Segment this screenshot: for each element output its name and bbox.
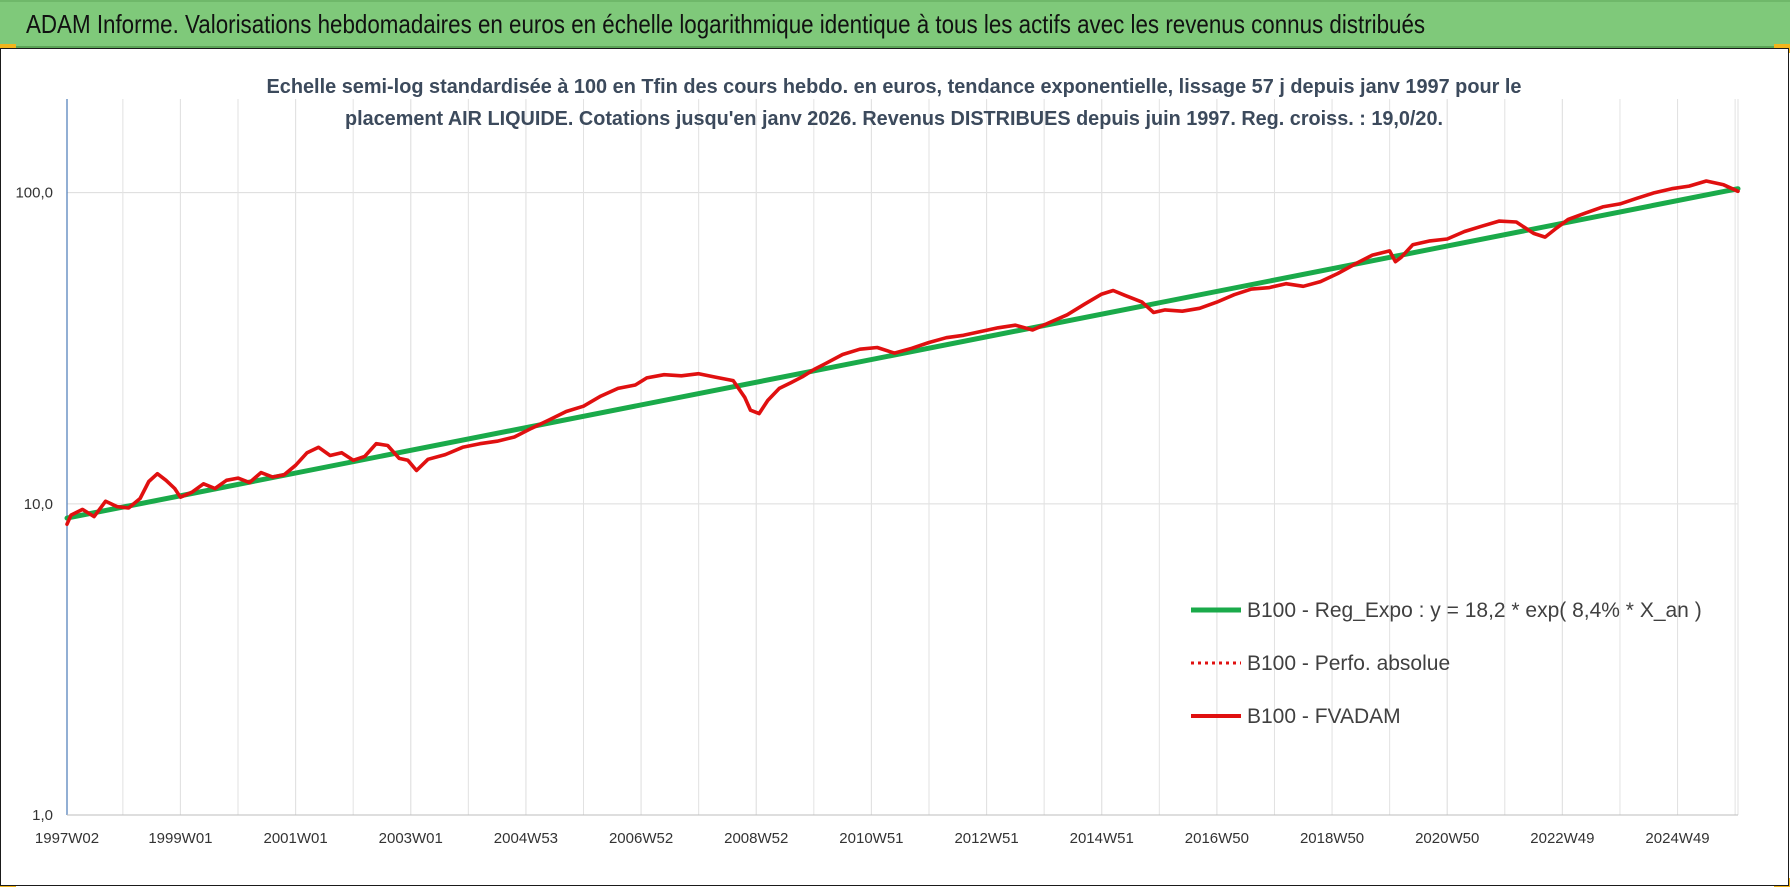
legend-label: B100 - Reg_Expo : y = 18,2 * exp( 8,4% *… <box>1247 599 1702 622</box>
x-tick-label: 2016W50 <box>1185 830 1249 847</box>
axes: 1,0 10,0 100,0 1997W02 1999W01 2001W01 2003W01… <box>15 99 1738 847</box>
grid <box>66 99 1739 816</box>
x-tick-label: 2008W52 <box>724 830 788 847</box>
x-tick-label: 2012W51 <box>954 830 1018 847</box>
x-tick-label: 2018W50 <box>1300 830 1364 847</box>
x-tick-label: 2022W49 <box>1530 830 1594 847</box>
legend: B100 - Reg_Expo : y = 18,2 * exp( 8,4% *… <box>1191 599 1702 728</box>
x-tick-label: 2024W49 <box>1645 830 1709 847</box>
legend-label: B100 - Perfo. absolue <box>1247 652 1450 675</box>
x-tick-label: 2006W52 <box>609 830 673 847</box>
x-tick-label: 1999W01 <box>148 830 212 847</box>
x-tick-label: 2004W53 <box>494 830 558 847</box>
x-tick-label: 2010W51 <box>839 830 903 847</box>
y-tick-label: 1,0 <box>32 807 53 824</box>
series-line-regression <box>64 186 1741 521</box>
chart-title: Echelle semi-log standardisée à 100 en T… <box>267 76 1522 130</box>
chart-title-line: placement AIR LIQUIDE. Cotations jusqu'e… <box>345 108 1443 130</box>
chart-title-line: Echelle semi-log standardisée à 100 en T… <box>267 76 1522 98</box>
x-tick-label: 2001W01 <box>263 830 327 847</box>
chart: 1,0 10,0 100,0 1997W02 1999W01 2001W01 2003W01… <box>15 76 1741 847</box>
y-tick-label: 10,0 <box>24 496 53 513</box>
report-banner: ADAM Informe. Valorisations hebdomadaire… <box>0 0 1790 48</box>
series-line-fvadam <box>65 179 1740 527</box>
legend-label: B100 - FVADAM <box>1247 705 1401 728</box>
x-tick-label: 1997W02 <box>35 830 99 847</box>
x-tick-label: 2003W01 <box>379 830 443 847</box>
x-tick-label: 2020W50 <box>1415 830 1479 847</box>
series <box>64 179 1741 527</box>
chart-frame: 1,0 10,0 100,0 1997W02 1999W01 2001W01 2003W01… <box>0 48 1789 886</box>
x-tick-label: 2014W51 <box>1070 830 1134 847</box>
y-tick-label: 100,0 <box>15 185 53 202</box>
report-title: ADAM Informe. Valorisations hebdomadaire… <box>26 9 1426 39</box>
